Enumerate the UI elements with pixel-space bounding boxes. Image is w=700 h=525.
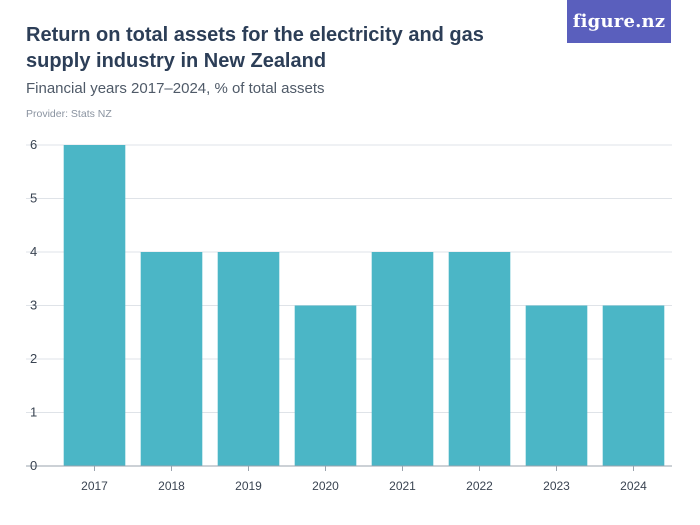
bar-2019[interactable] <box>217 252 280 466</box>
provider-label: Provider: Stats NZ <box>26 108 112 120</box>
y-tick-label-0: 0 <box>30 458 37 473</box>
bar-2023[interactable] <box>525 305 588 467</box>
y-tick-label-3: 3 <box>30 298 37 313</box>
bar-2021[interactable] <box>371 252 434 466</box>
y-tick-label-1: 1 <box>30 405 37 420</box>
figure-nz-logo[interactable]: figure.nz <box>567 0 671 43</box>
tick-labels: 0 1 2 3 4 5 6 2017 2018 2019 2020 2021 2022 2023 2024 <box>30 137 647 493</box>
bar-2020[interactable] <box>294 305 357 467</box>
y-tick-label-2: 2 <box>30 351 37 366</box>
bar-2017[interactable] <box>63 145 126 466</box>
axes <box>26 465 672 471</box>
x-tick-label-2024: 2024 <box>620 479 647 493</box>
x-tick-label-2023: 2023 <box>543 479 570 493</box>
bar-2018[interactable] <box>140 252 203 466</box>
x-tick-label-2018: 2018 <box>158 479 185 493</box>
bars <box>63 145 665 467</box>
x-tick-label-2019: 2019 <box>235 479 262 493</box>
bar-2022[interactable] <box>448 252 511 466</box>
bar-2024[interactable] <box>602 305 665 467</box>
chart-title: Return on total assets for the electrici… <box>26 24 484 72</box>
y-tick-label-6: 6 <box>30 137 37 152</box>
x-tick-label-2022: 2022 <box>466 479 493 493</box>
y-tick-label-4: 4 <box>30 244 37 259</box>
x-tick-label-2021: 2021 <box>389 479 416 493</box>
x-tick-label-2017: 2017 <box>81 479 108 493</box>
x-tick-label-2020: 2020 <box>312 479 339 493</box>
y-tick-label-5: 5 <box>30 191 37 206</box>
chart-subtitle: Financial years 2017–2024, % of total as… <box>26 80 325 97</box>
